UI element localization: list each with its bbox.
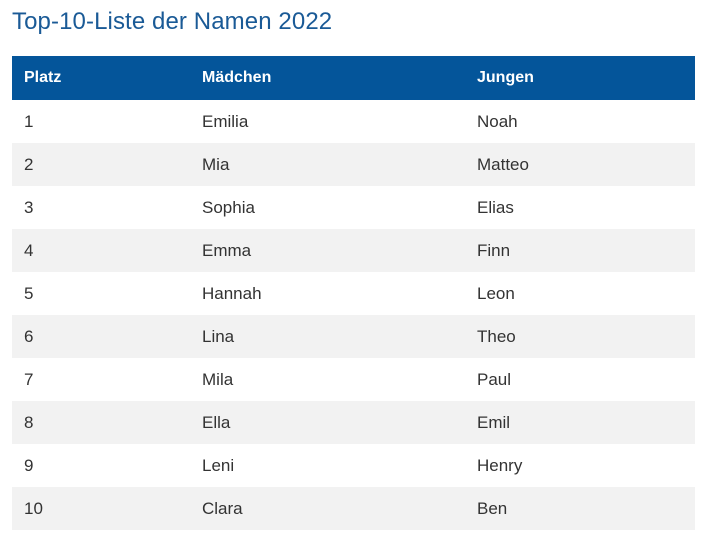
rank-cell: 3 — [24, 197, 34, 217]
girl-name-cell: Emma — [202, 240, 252, 260]
girl-name-cell: Sophia — [202, 197, 255, 217]
girl-name-cell: Lina — [202, 326, 235, 346]
table-row: 9 Leni Henry — [12, 444, 695, 487]
rank-cell: 5 — [24, 283, 34, 303]
table-row: 3 Sophia Elias — [12, 186, 695, 229]
header-jungen: Jungen — [477, 69, 534, 86]
table-row: 8 Ella Emil — [12, 401, 695, 444]
rank-cell: 6 — [24, 326, 34, 346]
girl-name-cell: Leni — [202, 455, 235, 475]
names-table: Platz Mädchen Jungen 1 Emilia Noah 2 Mia… — [12, 56, 695, 530]
boy-name-cell: Henry — [477, 455, 523, 475]
header-maedchen: Mädchen — [202, 69, 272, 86]
girl-name-cell: Ella — [202, 412, 231, 432]
boy-name-cell: Leon — [477, 283, 515, 303]
boy-name-cell: Ben — [477, 498, 508, 518]
boy-name-cell: Noah — [477, 111, 518, 131]
page-title: Top-10-Liste der Namen 2022 — [12, 8, 333, 35]
rank-cell: 8 — [24, 412, 34, 432]
boy-name-cell: Emil — [477, 412, 511, 432]
girl-name-cell: Mila — [202, 369, 234, 389]
girl-name-cell: Emilia — [202, 111, 249, 131]
rank-cell: 1 — [24, 111, 34, 131]
girl-name-cell: Clara — [202, 498, 243, 518]
rank-cell: 7 — [24, 369, 34, 389]
header-platz: Platz — [24, 69, 62, 86]
table-row: 2 Mia Matteo — [12, 143, 695, 186]
table-row: 5 Hannah Leon — [12, 272, 695, 315]
girl-name-cell: Mia — [202, 154, 230, 174]
table-row: 4 Emma Finn — [12, 229, 695, 272]
boy-name-cell: Matteo — [477, 154, 529, 174]
rank-cell: 9 — [24, 455, 34, 475]
boy-name-cell: Paul — [477, 369, 512, 389]
boy-name-cell: Theo — [477, 326, 516, 346]
rank-cell: 10 — [24, 498, 43, 518]
table-row: 7 Mila Paul — [12, 358, 695, 401]
rank-cell: 4 — [24, 240, 34, 260]
rank-cell: 2 — [24, 154, 34, 174]
table-header-row: Platz Mädchen Jungen — [12, 56, 695, 100]
table-row: 6 Lina Theo — [12, 315, 695, 358]
girl-name-cell: Hannah — [202, 283, 262, 303]
boy-name-cell: Finn — [477, 240, 511, 260]
table-row: 1 Emilia Noah — [12, 100, 695, 143]
table-row: 10 Clara Ben — [12, 487, 695, 530]
table-body: 1 Emilia Noah 2 Mia Matteo 3 Sophia Elia… — [12, 100, 695, 530]
boy-name-cell: Elias — [477, 197, 514, 217]
